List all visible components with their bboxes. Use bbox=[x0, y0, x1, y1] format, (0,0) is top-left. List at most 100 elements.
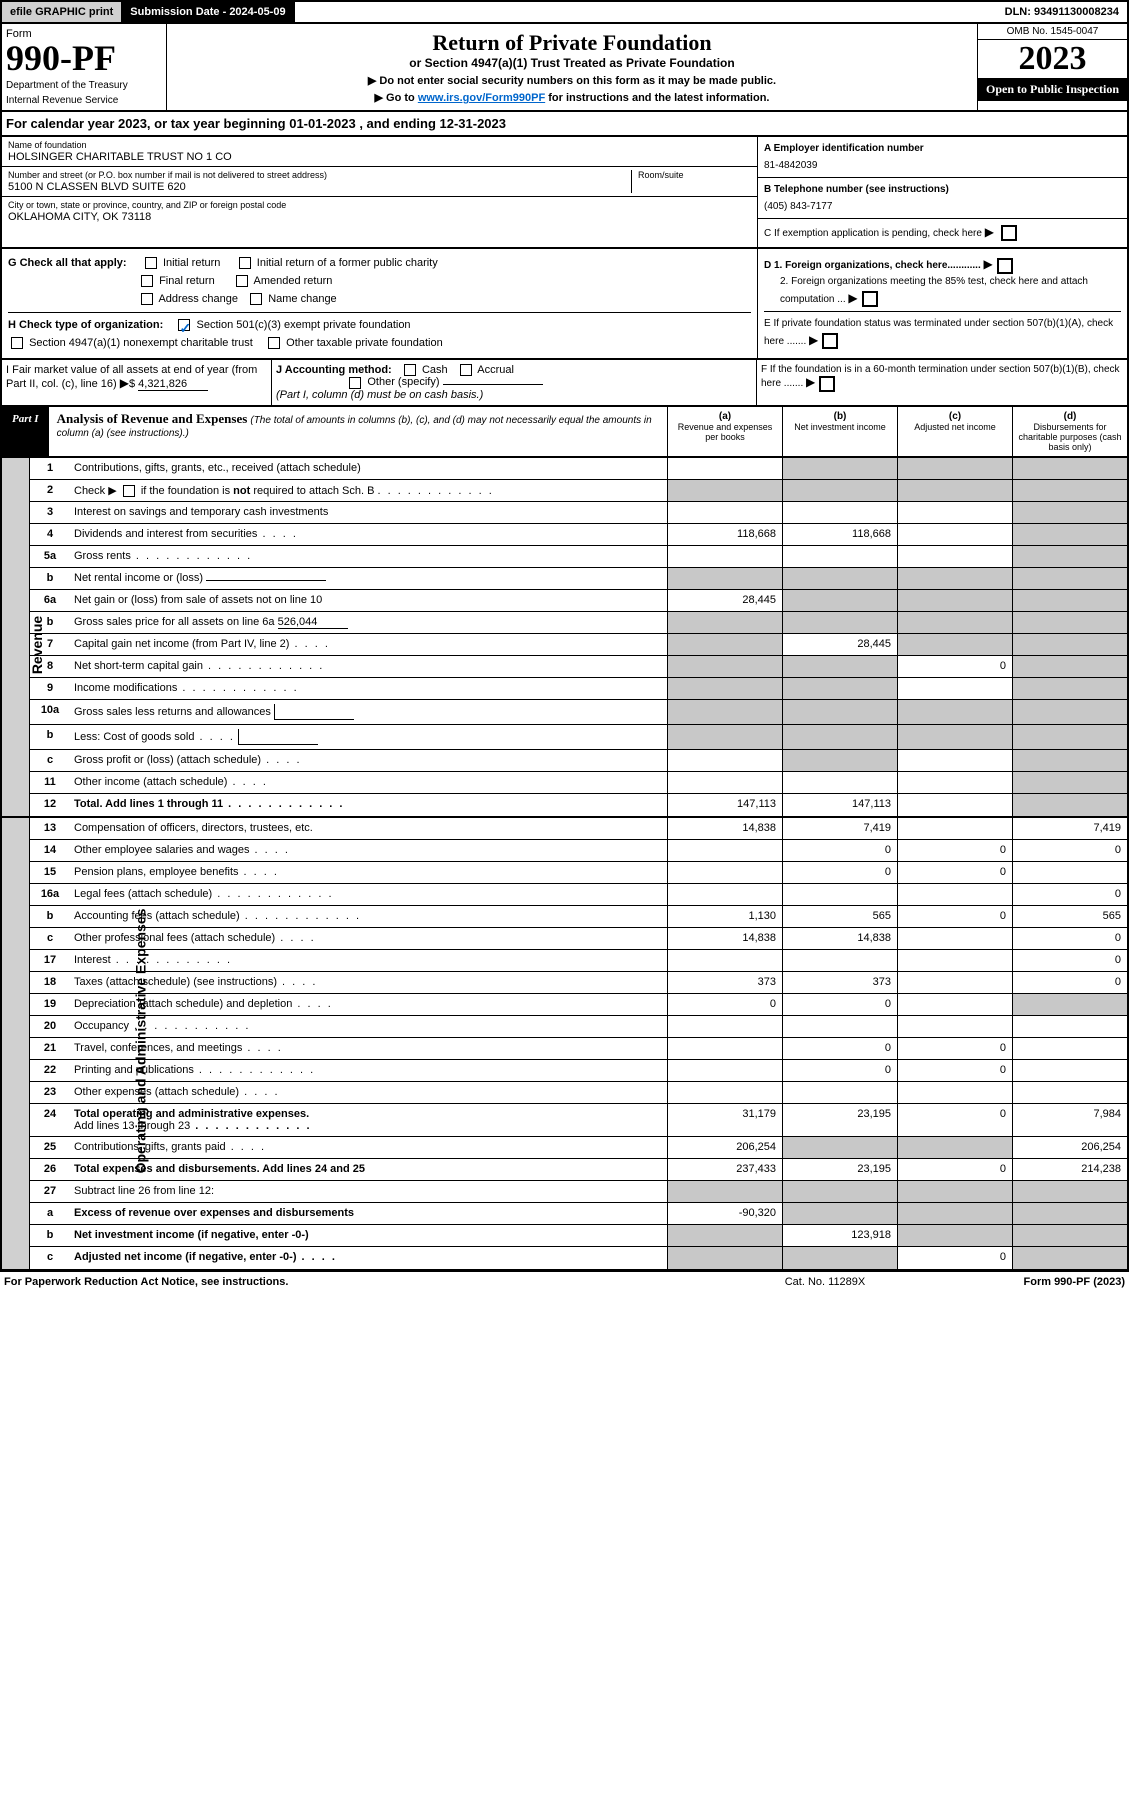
row-5a: Gross rents bbox=[70, 546, 667, 567]
row-10b: Less: Cost of goods sold bbox=[70, 725, 667, 749]
chk-final[interactable] bbox=[141, 275, 153, 287]
submission-date: Submission Date - 2024-05-09 bbox=[122, 2, 294, 22]
form-number: 990-PF bbox=[6, 40, 162, 76]
form-header: Form 990-PF Department of the Treasury I… bbox=[0, 24, 1129, 112]
chk-cash[interactable] bbox=[404, 364, 416, 376]
row-16b: Accounting fees (attach schedule) bbox=[70, 906, 667, 927]
part1-header: Part I Analysis of Revenue and Expenses … bbox=[0, 407, 1129, 458]
row-17: Interest bbox=[70, 950, 667, 971]
row-26: Total expenses and disbursements. Add li… bbox=[70, 1159, 667, 1180]
row-2: Check ▶ if the foundation is not require… bbox=[70, 480, 667, 501]
col-d-head: (d)Disbursements for charitable purposes… bbox=[1012, 407, 1127, 456]
row-27b: Net investment income (if negative, ente… bbox=[70, 1225, 667, 1246]
c-checkbox[interactable] bbox=[1001, 225, 1017, 241]
chk-accrual[interactable] bbox=[460, 364, 472, 376]
dln: DLN: 93491130008234 bbox=[997, 2, 1127, 22]
row-7: Capital gain net income (from Part IV, l… bbox=[70, 634, 667, 655]
row-5b: Net rental income or (loss) bbox=[70, 568, 667, 589]
g-label: G Check all that apply: bbox=[8, 257, 127, 269]
row-20: Occupancy bbox=[70, 1016, 667, 1037]
form-link[interactable]: www.irs.gov/Form990PF bbox=[418, 92, 545, 104]
irs: Internal Revenue Service bbox=[6, 95, 162, 106]
chk-amended[interactable] bbox=[236, 275, 248, 287]
chk-4947[interactable] bbox=[11, 337, 23, 349]
fmv-block: I Fair market value of all assets at end… bbox=[0, 360, 1129, 406]
row-19: Depreciation (attach schedule) and deple… bbox=[70, 994, 667, 1015]
phone-label: B Telephone number (see instructions) bbox=[764, 184, 1121, 195]
chk-name-change[interactable] bbox=[250, 293, 262, 305]
calendar-year: For calendar year 2023, or tax year begi… bbox=[0, 112, 1129, 137]
d1-label: D 1. Foreign organizations, check here..… bbox=[764, 260, 981, 271]
row-18: Taxes (attach schedule) (see instruction… bbox=[70, 972, 667, 993]
row-23: Other expenses (attach schedule) bbox=[70, 1082, 667, 1103]
row-27c: Adjusted net income (if negative, enter … bbox=[70, 1247, 667, 1269]
row-10a: Gross sales less returns and allowances bbox=[70, 700, 667, 724]
c-label: C If exemption application is pending, c… bbox=[764, 228, 982, 239]
row-22: Printing and publications bbox=[70, 1060, 667, 1081]
chk-other-taxable[interactable] bbox=[268, 337, 280, 349]
row-27a: Excess of revenue over expenses and disb… bbox=[70, 1203, 667, 1224]
row-14: Other employee salaries and wages bbox=[70, 840, 667, 861]
col-a-head: (a)Revenue and expenses per books bbox=[667, 407, 782, 456]
part1-title: Analysis of Revenue and Expenses bbox=[57, 411, 248, 426]
chk-f[interactable] bbox=[819, 376, 835, 392]
expenses-tab: Operating and Administrative Expenses bbox=[132, 909, 148, 1174]
efile-label: efile GRAPHIC print bbox=[2, 2, 122, 22]
top-bar: efile GRAPHIC print Submission Date - 20… bbox=[0, 0, 1129, 24]
row-25: Contributions, gifts, grants paid bbox=[70, 1137, 667, 1158]
chk-schB[interactable] bbox=[123, 485, 135, 497]
phone: (405) 843-7177 bbox=[764, 201, 1121, 212]
chk-initial-former[interactable] bbox=[239, 257, 251, 269]
footer-left: For Paperwork Reduction Act Notice, see … bbox=[4, 1276, 725, 1288]
part1-label: Part I bbox=[2, 407, 49, 456]
form-title: Return of Private Foundation bbox=[173, 30, 971, 56]
revenue-tab: Revenue bbox=[29, 615, 45, 673]
fmv-value: 4,321,826 bbox=[138, 378, 208, 391]
row-27: Subtract line 26 from line 12: bbox=[70, 1181, 667, 1202]
row-4: Dividends and interest from securities bbox=[70, 524, 667, 545]
row-6a: Net gain or (loss) from sale of assets n… bbox=[70, 590, 667, 611]
chk-initial[interactable] bbox=[145, 257, 157, 269]
i-label: I Fair market value of all assets at end… bbox=[6, 364, 257, 390]
row-11: Other income (attach schedule) bbox=[70, 772, 667, 793]
row-6b: Gross sales price for all assets on line… bbox=[70, 612, 667, 633]
row-21: Travel, conferences, and meetings bbox=[70, 1038, 667, 1059]
expenses-table: Operating and Administrative Expenses 13… bbox=[0, 818, 1129, 1271]
ein: 81-4842039 bbox=[764, 160, 1121, 171]
chk-e[interactable] bbox=[822, 333, 838, 349]
info-block: Name of foundation HOLSINGER CHARITABLE … bbox=[0, 137, 1129, 249]
address: 5100 N CLASSEN BLVD SUITE 620 bbox=[8, 181, 631, 193]
row-16a: Legal fees (attach schedule) bbox=[70, 884, 667, 905]
arrow-icon: ▶ bbox=[985, 225, 994, 239]
chk-addr-change[interactable] bbox=[141, 293, 153, 305]
row-16c: Other professional fees (attach schedule… bbox=[70, 928, 667, 949]
row-15: Pension plans, employee benefits bbox=[70, 862, 667, 883]
col-c-head: (c)Adjusted net income bbox=[897, 407, 1012, 456]
omb: OMB No. 1545-0047 bbox=[978, 24, 1127, 40]
chk-501c3[interactable] bbox=[178, 319, 190, 331]
foundation-name: HOLSINGER CHARITABLE TRUST NO 1 CO bbox=[8, 151, 751, 163]
city: OKLAHOMA CITY, OK 73118 bbox=[8, 211, 751, 223]
instr-1: ▶ Do not enter social security numbers o… bbox=[173, 74, 971, 87]
name-label: Name of foundation bbox=[8, 140, 751, 150]
row-10c: Gross profit or (loss) (attach schedule) bbox=[70, 750, 667, 771]
tax-year: 2023 bbox=[978, 40, 1127, 78]
row-24: Total operating and administrative expen… bbox=[70, 1104, 667, 1136]
footer-right: Form 990-PF (2023) bbox=[925, 1276, 1125, 1288]
chk-d2[interactable] bbox=[862, 291, 878, 307]
chk-other-method[interactable] bbox=[349, 377, 361, 389]
row-12: Total. Add lines 1 through 11 bbox=[70, 794, 667, 816]
footer-mid: Cat. No. 11289X bbox=[725, 1276, 925, 1288]
col-b-head: (b)Net investment income bbox=[782, 407, 897, 456]
form-subtitle: or Section 4947(a)(1) Trust Treated as P… bbox=[173, 56, 971, 70]
instr-2: ▶ Go to www.irs.gov/Form990PF for instru… bbox=[173, 91, 971, 104]
city-label: City or town, state or province, country… bbox=[8, 200, 751, 210]
ein-label: A Employer identification number bbox=[764, 143, 1121, 154]
h-label: H Check type of organization: bbox=[8, 319, 163, 331]
row-3: Interest on savings and temporary cash i… bbox=[70, 502, 667, 523]
addr-label: Number and street (or P.O. box number if… bbox=[8, 170, 631, 180]
revenue-table: Revenue 1Contributions, gifts, grants, e… bbox=[0, 458, 1129, 818]
row-13: Compensation of officers, directors, tru… bbox=[70, 818, 667, 839]
chk-d1[interactable] bbox=[997, 258, 1013, 274]
row-9: Income modifications bbox=[70, 678, 667, 699]
